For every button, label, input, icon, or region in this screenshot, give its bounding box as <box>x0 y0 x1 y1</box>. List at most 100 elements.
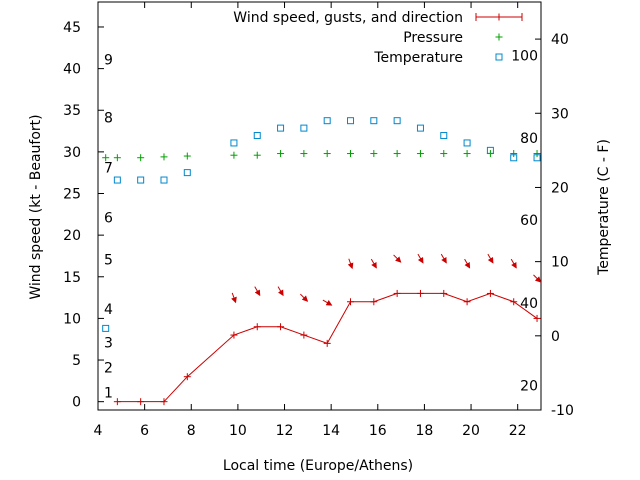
pressure-point <box>160 153 168 161</box>
beaufort-label: 4 <box>104 302 113 318</box>
x-tick-label: 14 <box>322 423 340 439</box>
pressure-point <box>300 150 308 158</box>
wind-direction-arrow <box>510 258 517 269</box>
x-tick-label: 6 <box>140 423 149 439</box>
pressure-point <box>533 150 541 158</box>
pressure-point <box>463 150 471 158</box>
wind-direction-arrow <box>299 293 309 302</box>
y-right-tick-label: -10 <box>551 403 574 419</box>
temperature-point <box>323 117 331 125</box>
wind-speed-point <box>230 331 238 339</box>
legend: Wind speed, gusts, and direction Pressure… <box>233 10 523 66</box>
wind-speed-point <box>347 298 355 306</box>
beaufort-label: 8 <box>104 111 113 127</box>
temperature-point <box>510 154 518 162</box>
wind-direction-arrow <box>393 254 402 263</box>
x-axis-label: Local time (Europe/Athens) <box>223 458 413 474</box>
temperature-point <box>277 124 285 132</box>
plot-frame <box>97 1 542 411</box>
temperature-point <box>416 124 424 132</box>
temperature-point <box>230 139 238 147</box>
pressure-point <box>370 150 378 158</box>
x-tick-label: 4 <box>94 423 103 439</box>
beaufort-label: 6 <box>104 211 113 227</box>
wind-direction-arrow <box>464 258 471 269</box>
temperature-point <box>393 117 401 125</box>
temperature-point <box>347 117 355 125</box>
wind-speed-point <box>393 289 401 297</box>
wind-speed-point <box>183 373 191 381</box>
beaufort-label: 7 <box>104 161 113 177</box>
pressure-point <box>113 154 121 162</box>
y-right-tick-label: 30 <box>551 106 569 122</box>
wind-speed-point <box>440 289 448 297</box>
beaufort-label: 2 <box>104 361 113 377</box>
pressure-point <box>440 150 448 158</box>
wind-direction-arrow <box>231 292 237 304</box>
wind-speed-point <box>533 314 541 322</box>
wind-speed-point <box>277 323 285 331</box>
legend-label: Pressure <box>403 30 463 46</box>
y-axis-label-right: Temperature (C - F) <box>596 139 612 276</box>
legend-swatch-plus <box>495 13 503 21</box>
wind-speed-line <box>117 292 538 403</box>
x-tick-label: 16 <box>369 423 387 439</box>
x-tick-label: 18 <box>416 423 434 439</box>
fahrenheit-label: 60 <box>520 213 538 229</box>
y-left-tick-label: 25 <box>63 187 81 203</box>
pressure-point <box>323 150 331 158</box>
y-left-tick-label: 20 <box>63 228 81 244</box>
pressure-point <box>183 152 191 160</box>
beaufort-label: 3 <box>104 336 113 352</box>
legend-swatch-plus <box>495 33 503 41</box>
x-tick-label: 8 <box>187 423 196 439</box>
x-tick-label: 12 <box>276 423 294 439</box>
wind-speed-point <box>416 289 424 297</box>
marks-layer <box>102 117 542 406</box>
wind-speed-point <box>510 298 518 306</box>
wind-speed-point <box>370 298 378 306</box>
y-right-tick-label: 40 <box>551 32 569 48</box>
axes-layer: 4 6 8 10 12 14 16 18 20 22051015202530354045-1001… <box>63 2 574 439</box>
pressure-point <box>137 154 145 162</box>
wind-speed-point <box>486 289 494 297</box>
pressure-point <box>230 151 238 159</box>
pressure-point <box>510 150 518 158</box>
temperature-point <box>253 132 261 140</box>
y-right-tick-label: 10 <box>551 255 569 271</box>
y-left-tick-label: 30 <box>63 145 81 161</box>
wind-direction-arrow <box>370 258 377 269</box>
beaufort-label: 9 <box>104 52 113 68</box>
pressure-point <box>277 150 285 158</box>
temperature-point <box>370 117 378 125</box>
wind-direction-arrow <box>322 299 333 306</box>
wind-direction-arrow <box>487 253 494 264</box>
wind-speed-point <box>160 398 168 406</box>
wind-speed-point <box>300 331 308 339</box>
x-tick-label: 20 <box>462 423 480 439</box>
wind-direction-arrow <box>277 286 284 297</box>
fahrenheit-label: 80 <box>520 131 538 147</box>
pressure-point <box>393 150 401 158</box>
temperature-point <box>463 139 471 147</box>
wind-speed-point <box>137 398 145 406</box>
beaufort-label: 5 <box>104 252 113 268</box>
y-left-tick-label: 45 <box>63 20 81 36</box>
temperature-point <box>486 146 494 154</box>
pressure-point <box>253 151 261 159</box>
y-left-tick-label: 5 <box>72 353 81 369</box>
wind-direction-arrow <box>417 253 424 264</box>
x-tick-label: 22 <box>509 423 527 439</box>
pressure-point <box>347 150 355 158</box>
pressure-point <box>102 154 110 162</box>
legend-label: Temperature <box>373 50 463 66</box>
wind-direction-arrow <box>254 286 261 297</box>
wind-speed-point <box>113 398 121 406</box>
y-right-tick-label: 20 <box>551 180 569 196</box>
y-left-tick-label: 40 <box>63 62 81 78</box>
y-right-tick-label: 0 <box>551 329 560 345</box>
legend-swatch-square <box>495 53 503 61</box>
y-left-tick-label: 10 <box>63 311 81 327</box>
temperature-point <box>137 176 145 184</box>
